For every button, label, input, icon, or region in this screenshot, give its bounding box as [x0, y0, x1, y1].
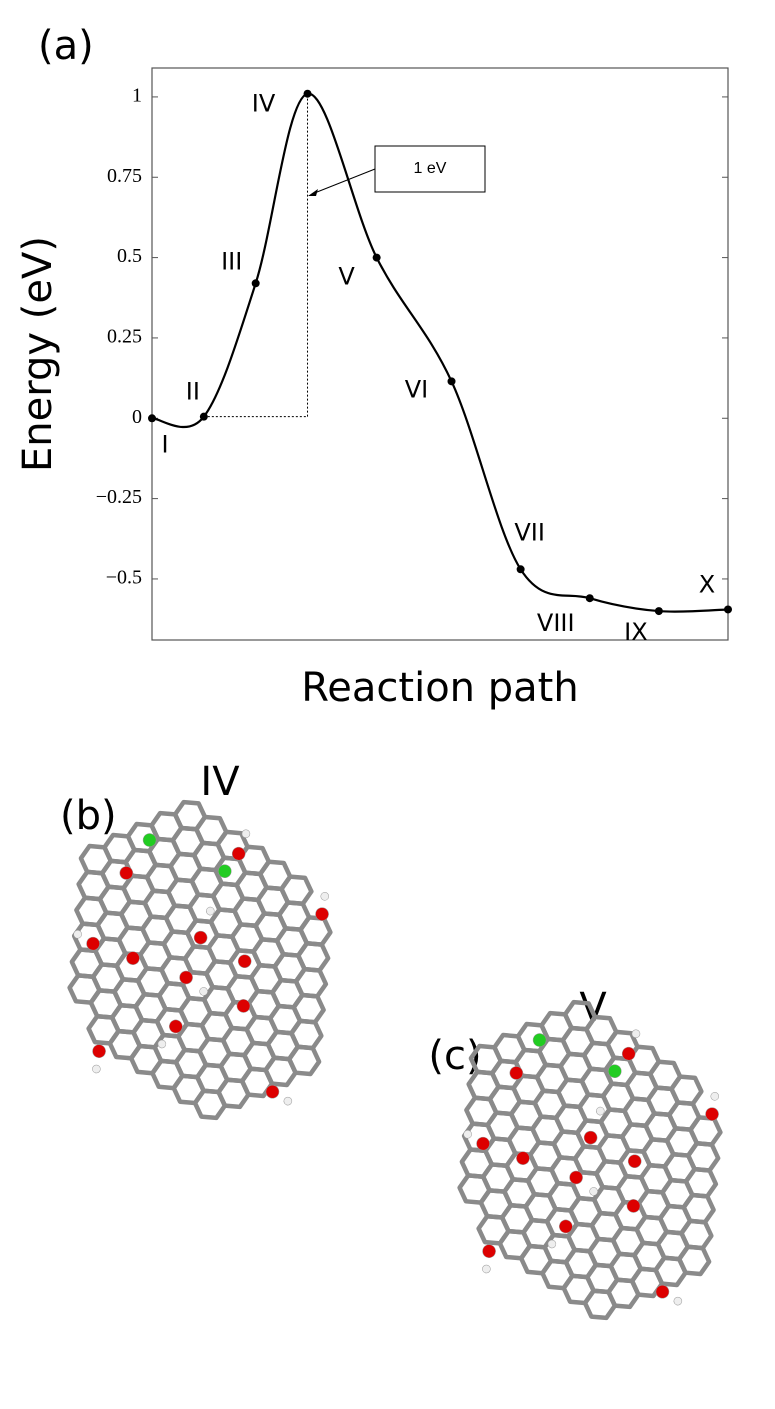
point-label: X	[699, 570, 715, 598]
y-tick-label: 0	[132, 406, 142, 428]
point-label: IV	[252, 90, 276, 118]
point-label: VI	[405, 375, 429, 403]
point	[148, 414, 156, 422]
figure: (a) Reaction path Energy (eV) (b) IV (c)…	[0, 0, 775, 1409]
carbon-ring	[286, 1041, 322, 1079]
point-label: III	[221, 247, 242, 275]
point-label: VIII	[537, 609, 575, 637]
atom	[481, 1264, 492, 1275]
point	[517, 565, 525, 573]
annotation-arrow	[312, 169, 375, 194]
y-tick-label: 0.75	[107, 165, 142, 187]
point-label: II	[186, 378, 200, 406]
panel-label: (a)	[38, 23, 94, 69]
point-label: VII	[514, 518, 545, 546]
atom	[673, 1296, 684, 1307]
point-label: I	[161, 430, 168, 458]
y-tick-label: −0.5	[106, 567, 142, 589]
point	[252, 279, 260, 287]
atom	[283, 1096, 294, 1107]
state-label: V	[579, 985, 607, 1031]
carbon-ring	[676, 1241, 712, 1279]
point-label: V	[338, 263, 355, 291]
atom	[319, 891, 330, 902]
y-axis-label: Energy (eV)	[15, 236, 61, 472]
point-label: IX	[624, 618, 648, 646]
state-label: IV	[200, 759, 240, 805]
point	[200, 413, 208, 421]
atom	[236, 953, 253, 970]
point	[448, 377, 456, 385]
point	[304, 90, 312, 98]
y-tick-label: −0.25	[96, 486, 142, 508]
y-tick-label: 1	[132, 85, 142, 107]
annotation: 1 eV	[414, 160, 447, 177]
point	[373, 254, 381, 262]
y-tick-label: 0.5	[117, 245, 142, 267]
panel-label: (b)	[60, 793, 117, 839]
y-tick-label: 0.25	[107, 326, 142, 348]
point	[655, 607, 663, 615]
point	[586, 594, 594, 602]
x-axis-label: Reaction path	[301, 665, 578, 711]
atom	[709, 1091, 720, 1102]
atom	[91, 1064, 102, 1075]
atom	[626, 1153, 643, 1170]
arrow-head	[308, 189, 318, 196]
point	[724, 605, 732, 613]
